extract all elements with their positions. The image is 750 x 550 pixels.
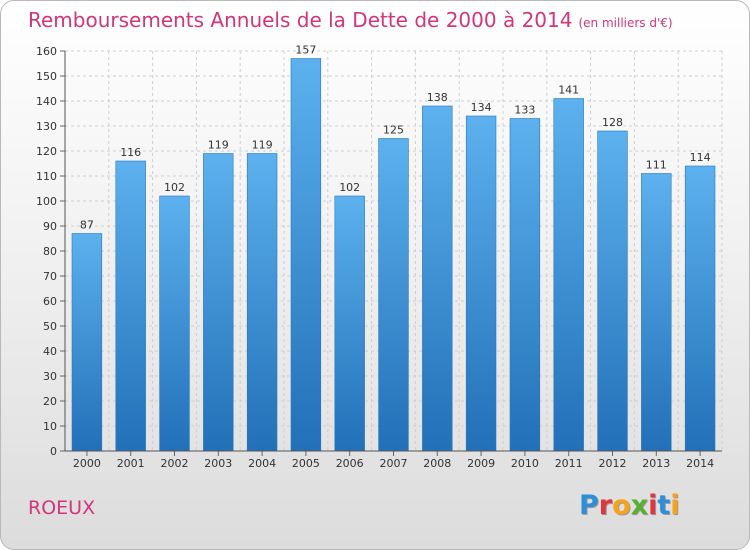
bar xyxy=(509,118,541,452)
bar-value-label: 134 xyxy=(471,101,492,114)
proxiti-logo: Proxiti xyxy=(579,490,680,521)
axes: 0 10 20 30 40 50 60 70 80 90 100 110 120 130 140 150 160… xyxy=(36,45,722,470)
bar-value-label: 141 xyxy=(558,84,579,97)
bar-value-label: 128 xyxy=(602,116,623,129)
y-tick-label: 30 xyxy=(43,370,57,383)
x-tick-label: 2012 xyxy=(599,457,627,470)
y-tick-label: 160 xyxy=(36,45,57,58)
bar xyxy=(684,165,716,452)
chart-title-text: Remboursements Annuels de la Dette de 20… xyxy=(28,8,573,32)
bar xyxy=(597,130,628,452)
y-tick-label: 140 xyxy=(36,95,57,108)
bars: 87 116 102 119 119 157 102 125 138 134 133 141 128 11… xyxy=(71,44,716,452)
bar-value-label: 157 xyxy=(295,44,316,57)
bar xyxy=(641,173,672,452)
bar xyxy=(422,105,453,452)
y-tick-label: 10 xyxy=(43,420,57,433)
x-tick-label: 2000 xyxy=(73,457,101,470)
y-tick-label: 100 xyxy=(36,195,57,208)
bar xyxy=(203,153,234,452)
x-tick-label: 2003 xyxy=(204,457,232,470)
y-tick-label: 50 xyxy=(43,320,57,333)
logo-letter: i xyxy=(648,490,658,521)
logo-letter: o xyxy=(612,490,631,521)
x-tick-label: 2007 xyxy=(380,457,408,470)
x-tick-label: 2010 xyxy=(511,457,539,470)
chart-title: Remboursements Annuels de la Dette de 20… xyxy=(28,8,673,32)
bar xyxy=(246,153,278,452)
bar-value-label: 87 xyxy=(80,219,94,232)
x-tick-label: 2005 xyxy=(292,457,320,470)
x-tick-label: 2013 xyxy=(642,457,670,470)
y-tick-label: 60 xyxy=(43,295,57,308)
y-tick-label: 110 xyxy=(36,170,57,183)
x-tick-label: 2002 xyxy=(161,457,189,470)
bar xyxy=(378,138,409,452)
bar-value-label: 102 xyxy=(339,181,360,194)
y-tick-label: 40 xyxy=(43,345,57,358)
y-tick-label: 120 xyxy=(36,145,57,158)
y-tick-label: 130 xyxy=(36,120,57,133)
x-tick-label: 2001 xyxy=(117,457,145,470)
logo-letter: r xyxy=(598,490,613,521)
x-tick-label: 2008 xyxy=(423,457,451,470)
logo-letter: t xyxy=(657,490,671,521)
chart-unit-label: (en milliers d'€) xyxy=(578,16,673,30)
x-tick-label: 2006 xyxy=(336,457,364,470)
bar xyxy=(290,58,322,452)
bar-value-label: 138 xyxy=(427,91,448,104)
bar-value-label: 114 xyxy=(690,151,711,164)
bar-value-label: 119 xyxy=(252,139,273,152)
bar xyxy=(553,98,584,452)
y-tick-label: 70 xyxy=(43,270,57,283)
bar-value-label: 102 xyxy=(164,181,185,194)
bar-value-label: 111 xyxy=(646,159,667,172)
bar-value-label: 133 xyxy=(514,104,535,117)
bar xyxy=(159,195,190,452)
logo-letter: x xyxy=(630,490,649,521)
bar xyxy=(334,195,365,452)
commune-name: ROEUX xyxy=(28,497,96,519)
bar xyxy=(115,160,146,452)
y-tick-label: 80 xyxy=(43,245,57,258)
y-tick-label: 0 xyxy=(50,445,57,458)
y-tick-label: 20 xyxy=(43,395,57,408)
x-tick-label: 2004 xyxy=(248,457,276,470)
logo-letter: P xyxy=(579,490,599,521)
x-tick-label: 2009 xyxy=(467,457,495,470)
x-tick-label: 2014 xyxy=(686,457,714,470)
bar xyxy=(71,233,103,452)
x-tick-label: 2011 xyxy=(555,457,583,470)
bar xyxy=(465,115,497,452)
y-tick-label: 150 xyxy=(36,70,57,83)
logo-letter: i xyxy=(670,490,680,521)
bar-value-label: 125 xyxy=(383,124,404,137)
y-tick-label: 90 xyxy=(43,220,57,233)
bar-value-label: 119 xyxy=(208,139,229,152)
bar-value-label: 116 xyxy=(120,146,141,159)
